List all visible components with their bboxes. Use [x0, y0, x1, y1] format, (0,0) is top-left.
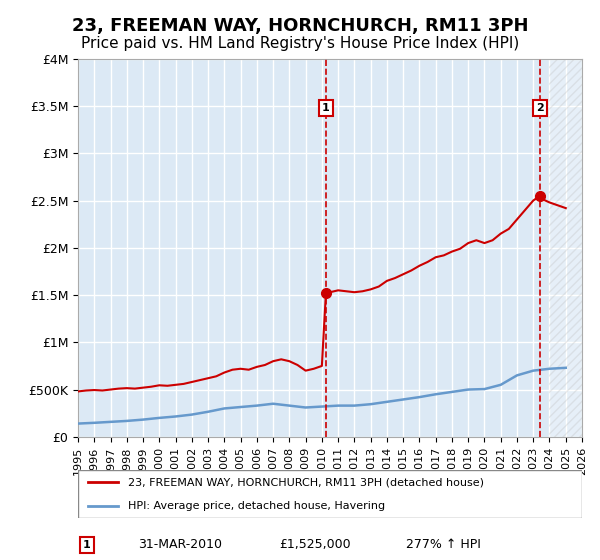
Text: 31-MAR-2010: 31-MAR-2010 — [139, 538, 223, 552]
Text: HPI: Average price, detached house, Havering: HPI: Average price, detached house, Have… — [128, 501, 386, 511]
Text: 277% ↑ HPI: 277% ↑ HPI — [406, 538, 481, 552]
Text: 23, FREEMAN WAY, HORNCHURCH, RM11 3PH: 23, FREEMAN WAY, HORNCHURCH, RM11 3PH — [72, 17, 528, 35]
FancyBboxPatch shape — [78, 470, 582, 518]
Text: 1: 1 — [322, 103, 330, 113]
Text: 2: 2 — [536, 103, 544, 113]
Text: 1: 1 — [83, 540, 91, 550]
Text: 23, FREEMAN WAY, HORNCHURCH, RM11 3PH (detached house): 23, FREEMAN WAY, HORNCHURCH, RM11 3PH (d… — [128, 477, 484, 487]
Text: Price paid vs. HM Land Registry's House Price Index (HPI): Price paid vs. HM Land Registry's House … — [81, 36, 519, 52]
Text: £1,525,000: £1,525,000 — [280, 538, 351, 552]
